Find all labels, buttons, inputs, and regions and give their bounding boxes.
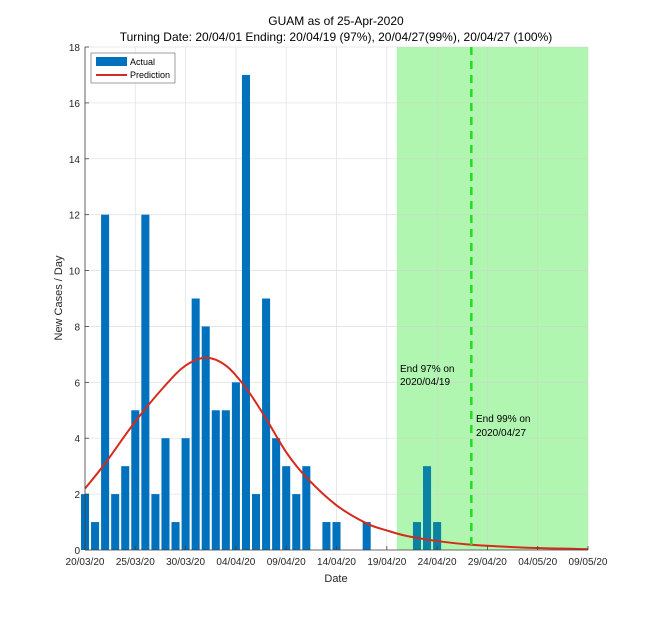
- bar-22/03: [101, 214, 110, 550]
- bar-10/04: [292, 494, 301, 550]
- bar-13/04: [322, 522, 331, 550]
- chart-title: GUAM as of 25-Apr-2020: [268, 14, 404, 28]
- y-tick-label: 4: [74, 434, 80, 445]
- prediction-line: [84, 356, 589, 551]
- bar-03/04: [221, 410, 230, 550]
- x-axis-label: Date: [324, 573, 347, 585]
- y-tick-label: 0: [74, 546, 80, 557]
- x-tick-label: 04/04/20: [216, 557, 255, 568]
- bar-31/03: [191, 298, 200, 550]
- x-tick-label: 14/04/20: [317, 557, 356, 568]
- bar-09/04: [282, 466, 291, 550]
- y-tick-label: 18: [69, 43, 81, 54]
- bar-08/04: [272, 438, 281, 550]
- y-tick-label: 12: [69, 211, 81, 222]
- bar-11/04: [302, 466, 311, 550]
- bar-30/03: [181, 438, 190, 550]
- annotation-99-line2: 2020/04/27: [476, 428, 526, 439]
- bar-24/03: [121, 466, 130, 550]
- x-tick-label: 24/04/20: [418, 557, 457, 568]
- chart-subtitle: Turning Date: 20/04/01 Ending: 20/04/19 …: [120, 30, 553, 44]
- x-tick-label: 25/03/20: [116, 557, 155, 568]
- bar-24/04: [433, 522, 442, 550]
- bar-07/04: [262, 298, 271, 550]
- bar-14/04: [332, 522, 341, 550]
- bar-04/04: [231, 382, 240, 550]
- legend: Actual Prediction: [90, 52, 176, 84]
- x-tick-label: 09/04/20: [267, 557, 306, 568]
- bar-06/04: [251, 494, 261, 550]
- y-tick-label: 8: [74, 322, 80, 333]
- bar-02/04: [211, 410, 220, 550]
- annotation-97-line1: End 97% on: [400, 364, 455, 375]
- y-tick-label: 16: [69, 99, 81, 110]
- bar-23/03: [111, 494, 120, 550]
- bar-26/03: [141, 214, 150, 550]
- x-tick-label: 04/05/20: [518, 557, 557, 568]
- bar-28/03: [161, 438, 170, 550]
- y-tick-label: 14: [69, 155, 81, 166]
- bar-05/04: [241, 74, 250, 550]
- annotation-99-line1: End 99% on: [476, 414, 531, 425]
- bar-21/03: [91, 522, 100, 550]
- bar-22/04: [412, 522, 422, 550]
- legend-label-prediction: Prediction: [130, 70, 170, 80]
- bar-27/03: [151, 494, 160, 550]
- annotation-97-line2: 2020/04/19: [400, 377, 450, 388]
- legend-label-actual: Actual: [130, 57, 155, 67]
- legend-swatch-actual: [96, 57, 127, 66]
- bar-17/04: [362, 522, 371, 550]
- bar-29/03: [171, 522, 180, 550]
- y-tick-label: 10: [69, 267, 81, 278]
- shaded-region-overlay: [396, 47, 588, 550]
- y-tick-label: 2: [74, 490, 80, 501]
- x-tick-label: 09/05/20: [569, 557, 608, 568]
- y-axis-label: New Cases / Day: [53, 255, 65, 340]
- bar-01/04: [201, 326, 210, 550]
- x-tick-label: 29/04/20: [468, 557, 507, 568]
- y-tick-label: 6: [74, 378, 80, 389]
- bar-25/03: [131, 410, 140, 550]
- x-tick-label: 30/03/20: [166, 557, 205, 568]
- x-tick-label: 19/04/20: [367, 557, 406, 568]
- bar-23/04: [423, 466, 432, 550]
- x-tick-label: 20/03/20: [66, 557, 105, 568]
